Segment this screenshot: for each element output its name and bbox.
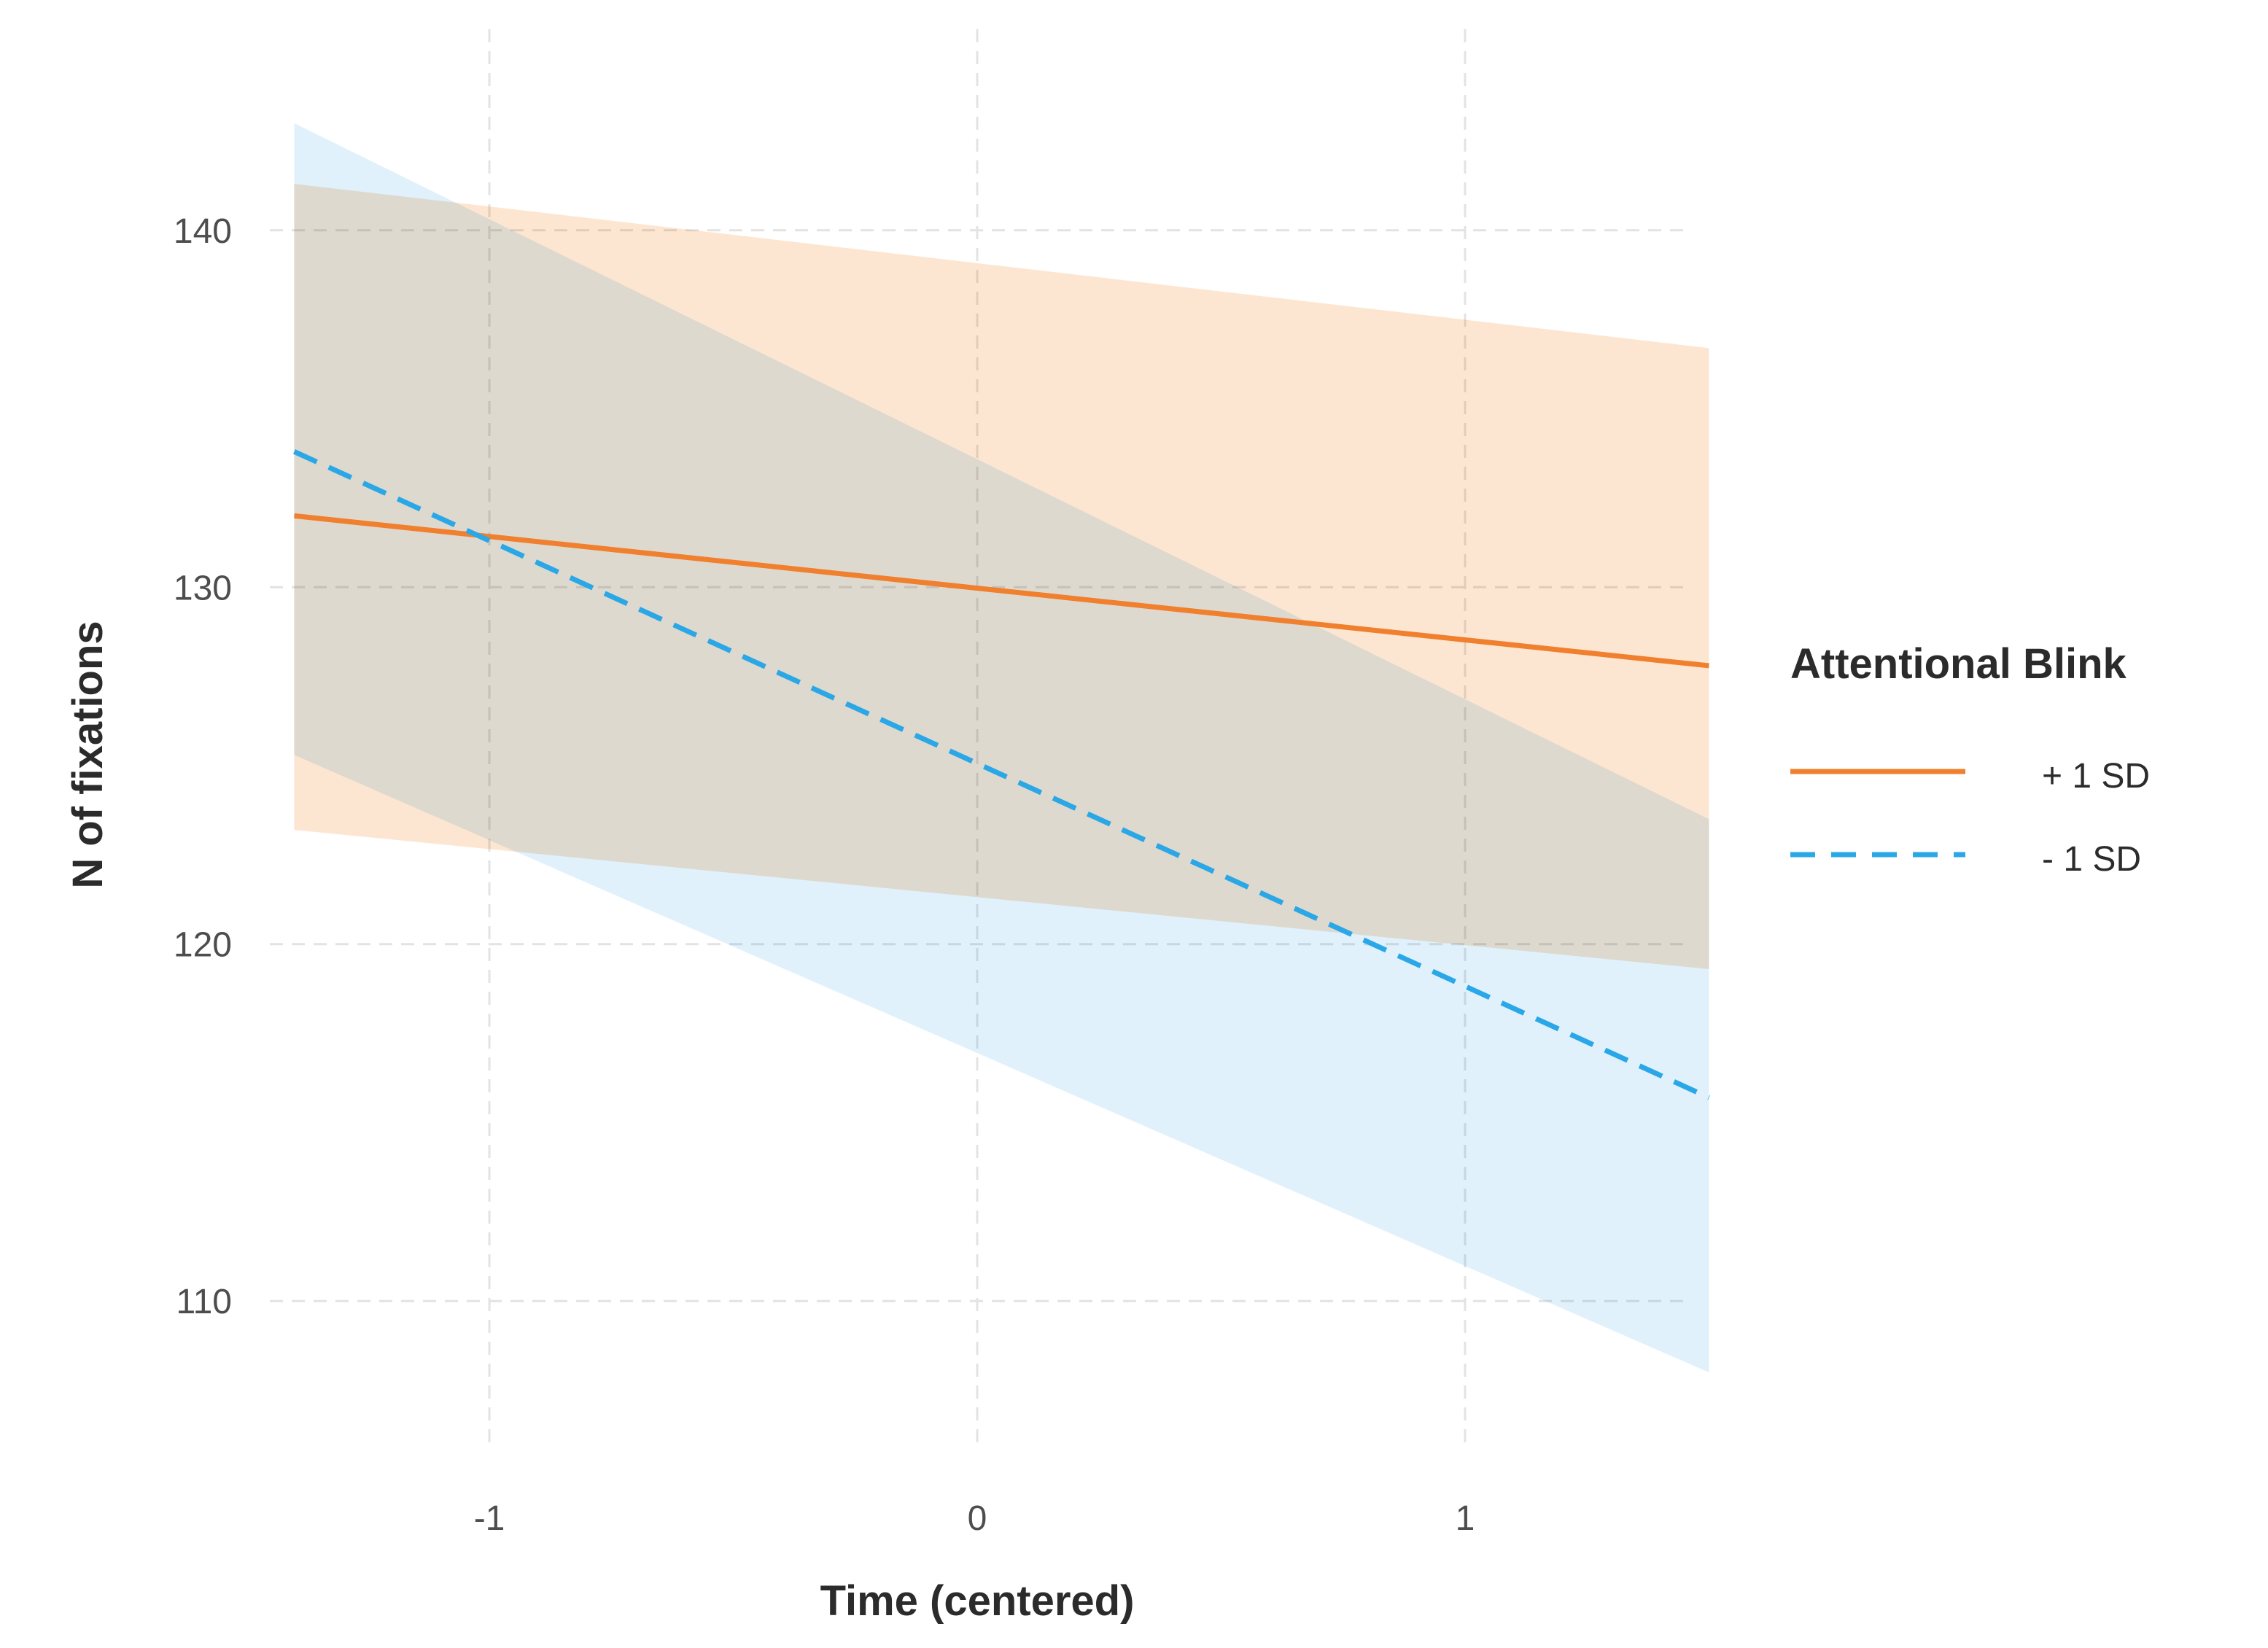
x-tick-label: -1	[474, 1499, 505, 1538]
legend-label-plus-1sd: + 1 SD	[2042, 757, 2150, 796]
confidence-bands	[294, 123, 1709, 1373]
x-tick-label: 0	[968, 1499, 987, 1538]
y-tick-labels: 110 120 130 140	[174, 212, 232, 1321]
line-minus-1sd	[292, 449, 1710, 1100]
y-tick-label: 110	[176, 1283, 232, 1321]
y-tick-label: 120	[174, 926, 232, 965]
x-axis-title: Time (centered)	[820, 1577, 1135, 1625]
line-plus-1sd	[294, 513, 1709, 669]
series-lines	[292, 449, 1710, 1100]
y-tick-label: 140	[174, 212, 232, 251]
x-tick-label: 1	[1456, 1499, 1475, 1538]
x-tick-labels: -1 0 1	[474, 1499, 1475, 1538]
legend-label-minus-1sd: - 1 SD	[2042, 840, 2141, 879]
legend: Attentional Blink + 1 SD - 1 SD	[1790, 640, 2150, 879]
band-minus-1sd	[294, 123, 1709, 1373]
y-axis-title: N of fixations	[64, 621, 112, 888]
legend-title: Attentional Blink	[1790, 640, 2127, 688]
y-tick-label: 130	[174, 569, 232, 607]
